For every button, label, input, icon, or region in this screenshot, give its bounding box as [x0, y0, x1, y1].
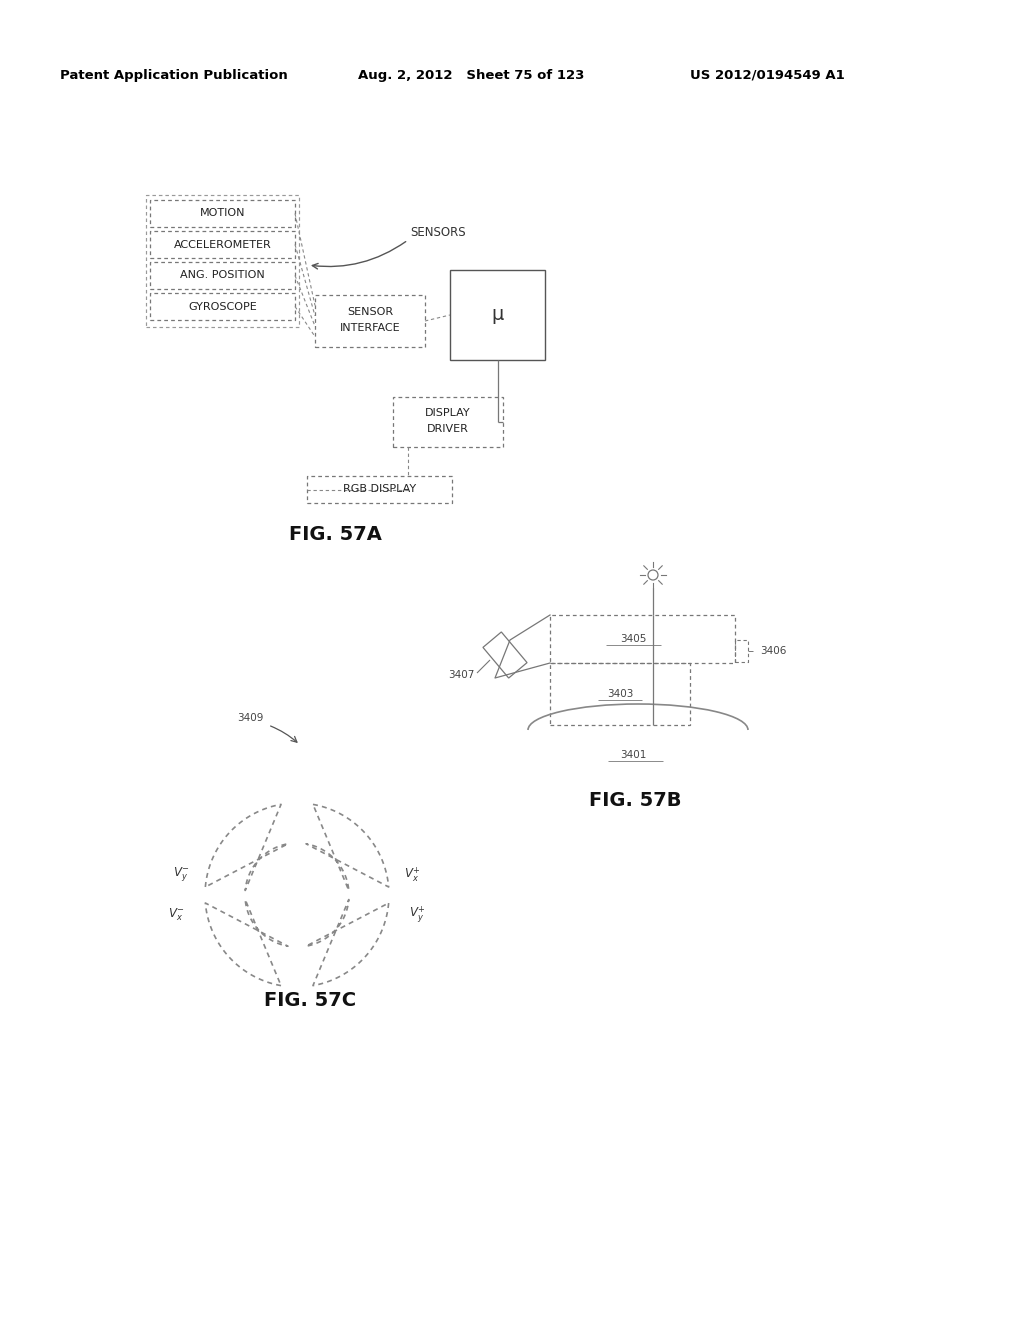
Text: FIG. 57C: FIG. 57C: [264, 990, 356, 1010]
Bar: [735, 640, 748, 663]
Text: 3405: 3405: [621, 634, 646, 644]
Bar: [550, 663, 690, 725]
Text: GYROSCOPE: GYROSCOPE: [188, 301, 257, 312]
Text: DISPLAY: DISPLAY: [425, 408, 471, 418]
Text: FIG. 57B: FIG. 57B: [589, 791, 681, 809]
Bar: [450, 271, 545, 360]
Text: $V_{y}^{-}$: $V_{y}^{-}$: [173, 866, 190, 884]
Bar: [150, 293, 295, 319]
Text: FIG. 57A: FIG. 57A: [289, 525, 381, 544]
Text: MOTION: MOTION: [200, 209, 246, 219]
Bar: [150, 201, 295, 227]
Text: US 2012/0194549 A1: US 2012/0194549 A1: [690, 69, 845, 82]
Text: ACCELEROMETER: ACCELEROMETER: [174, 239, 271, 249]
Text: $V_{x}^{-}$: $V_{x}^{-}$: [168, 907, 185, 923]
Text: $V_{y}^{+}$: $V_{y}^{+}$: [409, 904, 426, 925]
Text: $V_{x}^{+}$: $V_{x}^{+}$: [404, 866, 421, 884]
Text: 3406: 3406: [760, 645, 786, 656]
Bar: [315, 294, 425, 347]
Text: Patent Application Publication: Patent Application Publication: [60, 69, 288, 82]
Text: INTERFACE: INTERFACE: [340, 323, 400, 333]
Text: μ: μ: [492, 305, 504, 325]
Text: 3403: 3403: [607, 689, 633, 700]
Text: ANG. POSITION: ANG. POSITION: [180, 271, 265, 281]
Bar: [307, 477, 452, 503]
Text: 3409: 3409: [237, 713, 263, 723]
Bar: [550, 615, 735, 663]
Text: SENSOR: SENSOR: [347, 308, 393, 317]
Text: DRIVER: DRIVER: [427, 424, 469, 434]
Bar: [146, 195, 299, 327]
Text: RGB DISPLAY: RGB DISPLAY: [343, 484, 416, 495]
Text: SENSORS: SENSORS: [410, 227, 466, 239]
Bar: [150, 261, 295, 289]
Bar: [393, 397, 503, 447]
Text: Aug. 2, 2012   Sheet 75 of 123: Aug. 2, 2012 Sheet 75 of 123: [358, 69, 585, 82]
Text: 3401: 3401: [620, 750, 646, 760]
Bar: [150, 231, 295, 257]
Text: 3407: 3407: [449, 671, 475, 680]
